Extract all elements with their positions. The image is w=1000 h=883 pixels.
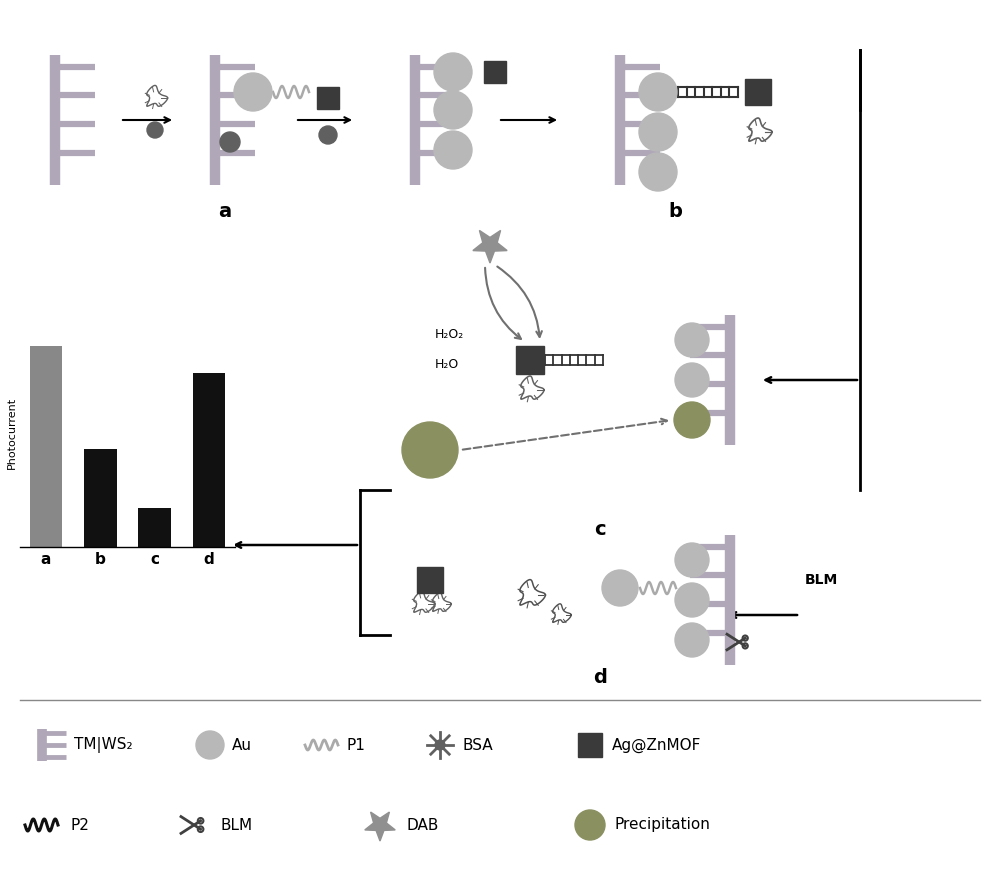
Text: a: a <box>218 202 232 221</box>
Bar <box>417 567 443 593</box>
Circle shape <box>639 113 677 151</box>
Text: DAB: DAB <box>406 818 438 833</box>
Circle shape <box>639 153 677 191</box>
Circle shape <box>434 131 472 169</box>
Bar <box>193 373 225 547</box>
Text: Au: Au <box>232 737 252 752</box>
Circle shape <box>675 623 709 657</box>
Circle shape <box>575 810 605 840</box>
Text: b: b <box>668 202 682 221</box>
Text: Ag@ZnMOF: Ag@ZnMOF <box>612 737 701 752</box>
Text: Precipitation: Precipitation <box>614 818 710 833</box>
Circle shape <box>639 73 677 111</box>
Circle shape <box>319 126 337 144</box>
Y-axis label: Photocurrent: Photocurrent <box>7 396 17 469</box>
Circle shape <box>602 570 638 606</box>
Circle shape <box>234 73 272 111</box>
Circle shape <box>147 122 163 138</box>
Bar <box>516 346 544 374</box>
Text: P1: P1 <box>347 737 366 752</box>
Text: P2: P2 <box>70 818 89 833</box>
Circle shape <box>434 91 472 129</box>
Circle shape <box>196 731 224 759</box>
Circle shape <box>435 740 445 750</box>
Text: BLM: BLM <box>805 573 838 587</box>
Circle shape <box>674 402 710 438</box>
Text: c: c <box>594 520 606 539</box>
Bar <box>745 79 771 105</box>
Bar <box>578 733 602 757</box>
Circle shape <box>675 583 709 617</box>
Circle shape <box>675 323 709 357</box>
Bar <box>484 61 506 83</box>
Bar <box>30 346 62 547</box>
Circle shape <box>434 53 472 91</box>
Bar <box>317 87 339 109</box>
Circle shape <box>220 132 240 152</box>
Text: H₂O: H₂O <box>435 358 459 372</box>
Text: d: d <box>593 668 607 687</box>
Text: BSA: BSA <box>462 737 493 752</box>
Text: H₂O₂: H₂O₂ <box>435 328 464 342</box>
Circle shape <box>675 363 709 397</box>
Text: BLM: BLM <box>220 818 252 833</box>
Text: TM|WS₂: TM|WS₂ <box>74 737 133 753</box>
Circle shape <box>402 422 458 478</box>
Polygon shape <box>365 812 395 841</box>
Bar <box>84 449 117 547</box>
Bar <box>138 508 171 547</box>
Circle shape <box>675 543 709 577</box>
Polygon shape <box>473 230 507 263</box>
Circle shape <box>675 403 709 437</box>
